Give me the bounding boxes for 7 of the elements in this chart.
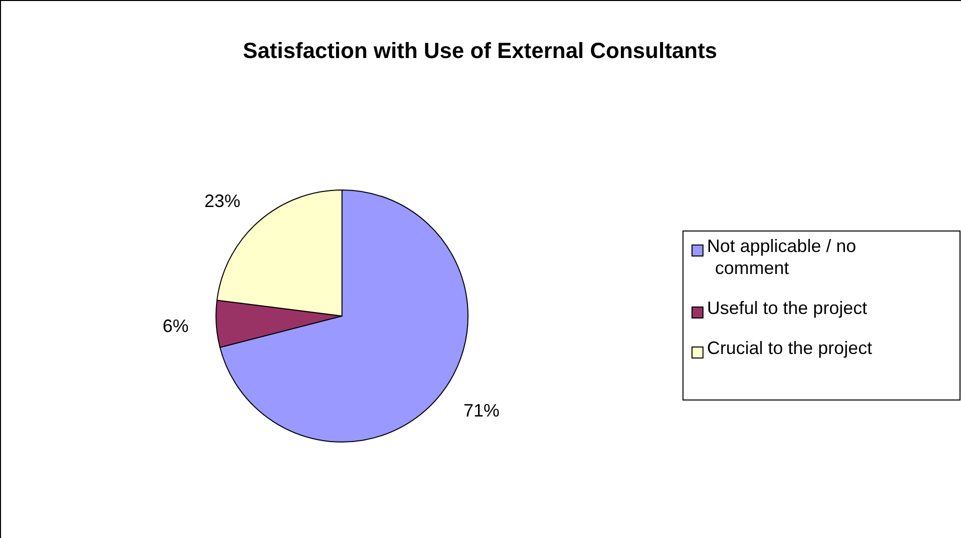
legend-label: Crucial to the project [707,338,872,358]
legend-label: Not applicable / no comment [707,236,856,278]
chart-title: Satisfaction with Use of External Consultants [242,38,718,63]
data-label: 23% [204,190,240,211]
legend-label: Useful to the project [707,298,868,318]
data-label: 6% [162,316,189,336]
data-label: 71% [463,400,500,421]
